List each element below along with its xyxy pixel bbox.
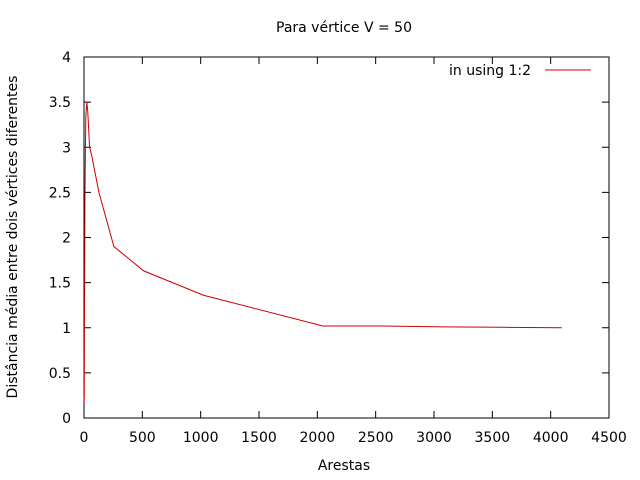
y-tick-label: 2 <box>62 231 71 247</box>
y-axis-label: Distância média entre dois vértices dife… <box>5 76 21 399</box>
y-tick-label: 0 <box>62 411 71 427</box>
x-tick-label: 2500 <box>358 430 394 446</box>
x-tick-label: 1500 <box>241 430 277 446</box>
x-tick-label: 500 <box>129 430 156 446</box>
plot-frame <box>83 56 610 419</box>
x-tick-label: 1000 <box>183 430 219 446</box>
x-axis-ticks: 0 500 1000 1500 2000 2500 3000 3500 4000 4500 <box>80 57 627 446</box>
x-tick-label: 0 <box>80 430 89 446</box>
y-axis-ticks: 0 0.5 1 1.5 2 2.5 3 3.5 4 <box>49 50 609 427</box>
x-tick-label: 3500 <box>475 430 511 446</box>
legend: in using 1:2 <box>449 63 591 79</box>
y-tick-label: 0.5 <box>49 366 71 382</box>
y-tick-label: 2.5 <box>49 185 71 201</box>
y-tick-label: 3 <box>62 140 71 156</box>
series-layer <box>83 102 562 404</box>
x-tick-label: 3000 <box>416 430 452 446</box>
y-tick-label: 4 <box>62 50 71 66</box>
x-tick-label: 4000 <box>533 430 569 446</box>
y-tick-label: 1 <box>62 321 71 337</box>
y-tick-label: 3.5 <box>49 95 71 111</box>
series-line <box>83 102 562 404</box>
y-tick-label: 1.5 <box>49 276 71 292</box>
chart-title: Para vértice V = 50 <box>276 20 412 36</box>
x-tick-label: 2000 <box>300 430 336 446</box>
x-axis-label: Arestas <box>318 458 370 474</box>
plot-border <box>83 56 610 419</box>
x-tick-label: 4500 <box>591 430 627 446</box>
legend-label: in using 1:2 <box>449 63 531 79</box>
